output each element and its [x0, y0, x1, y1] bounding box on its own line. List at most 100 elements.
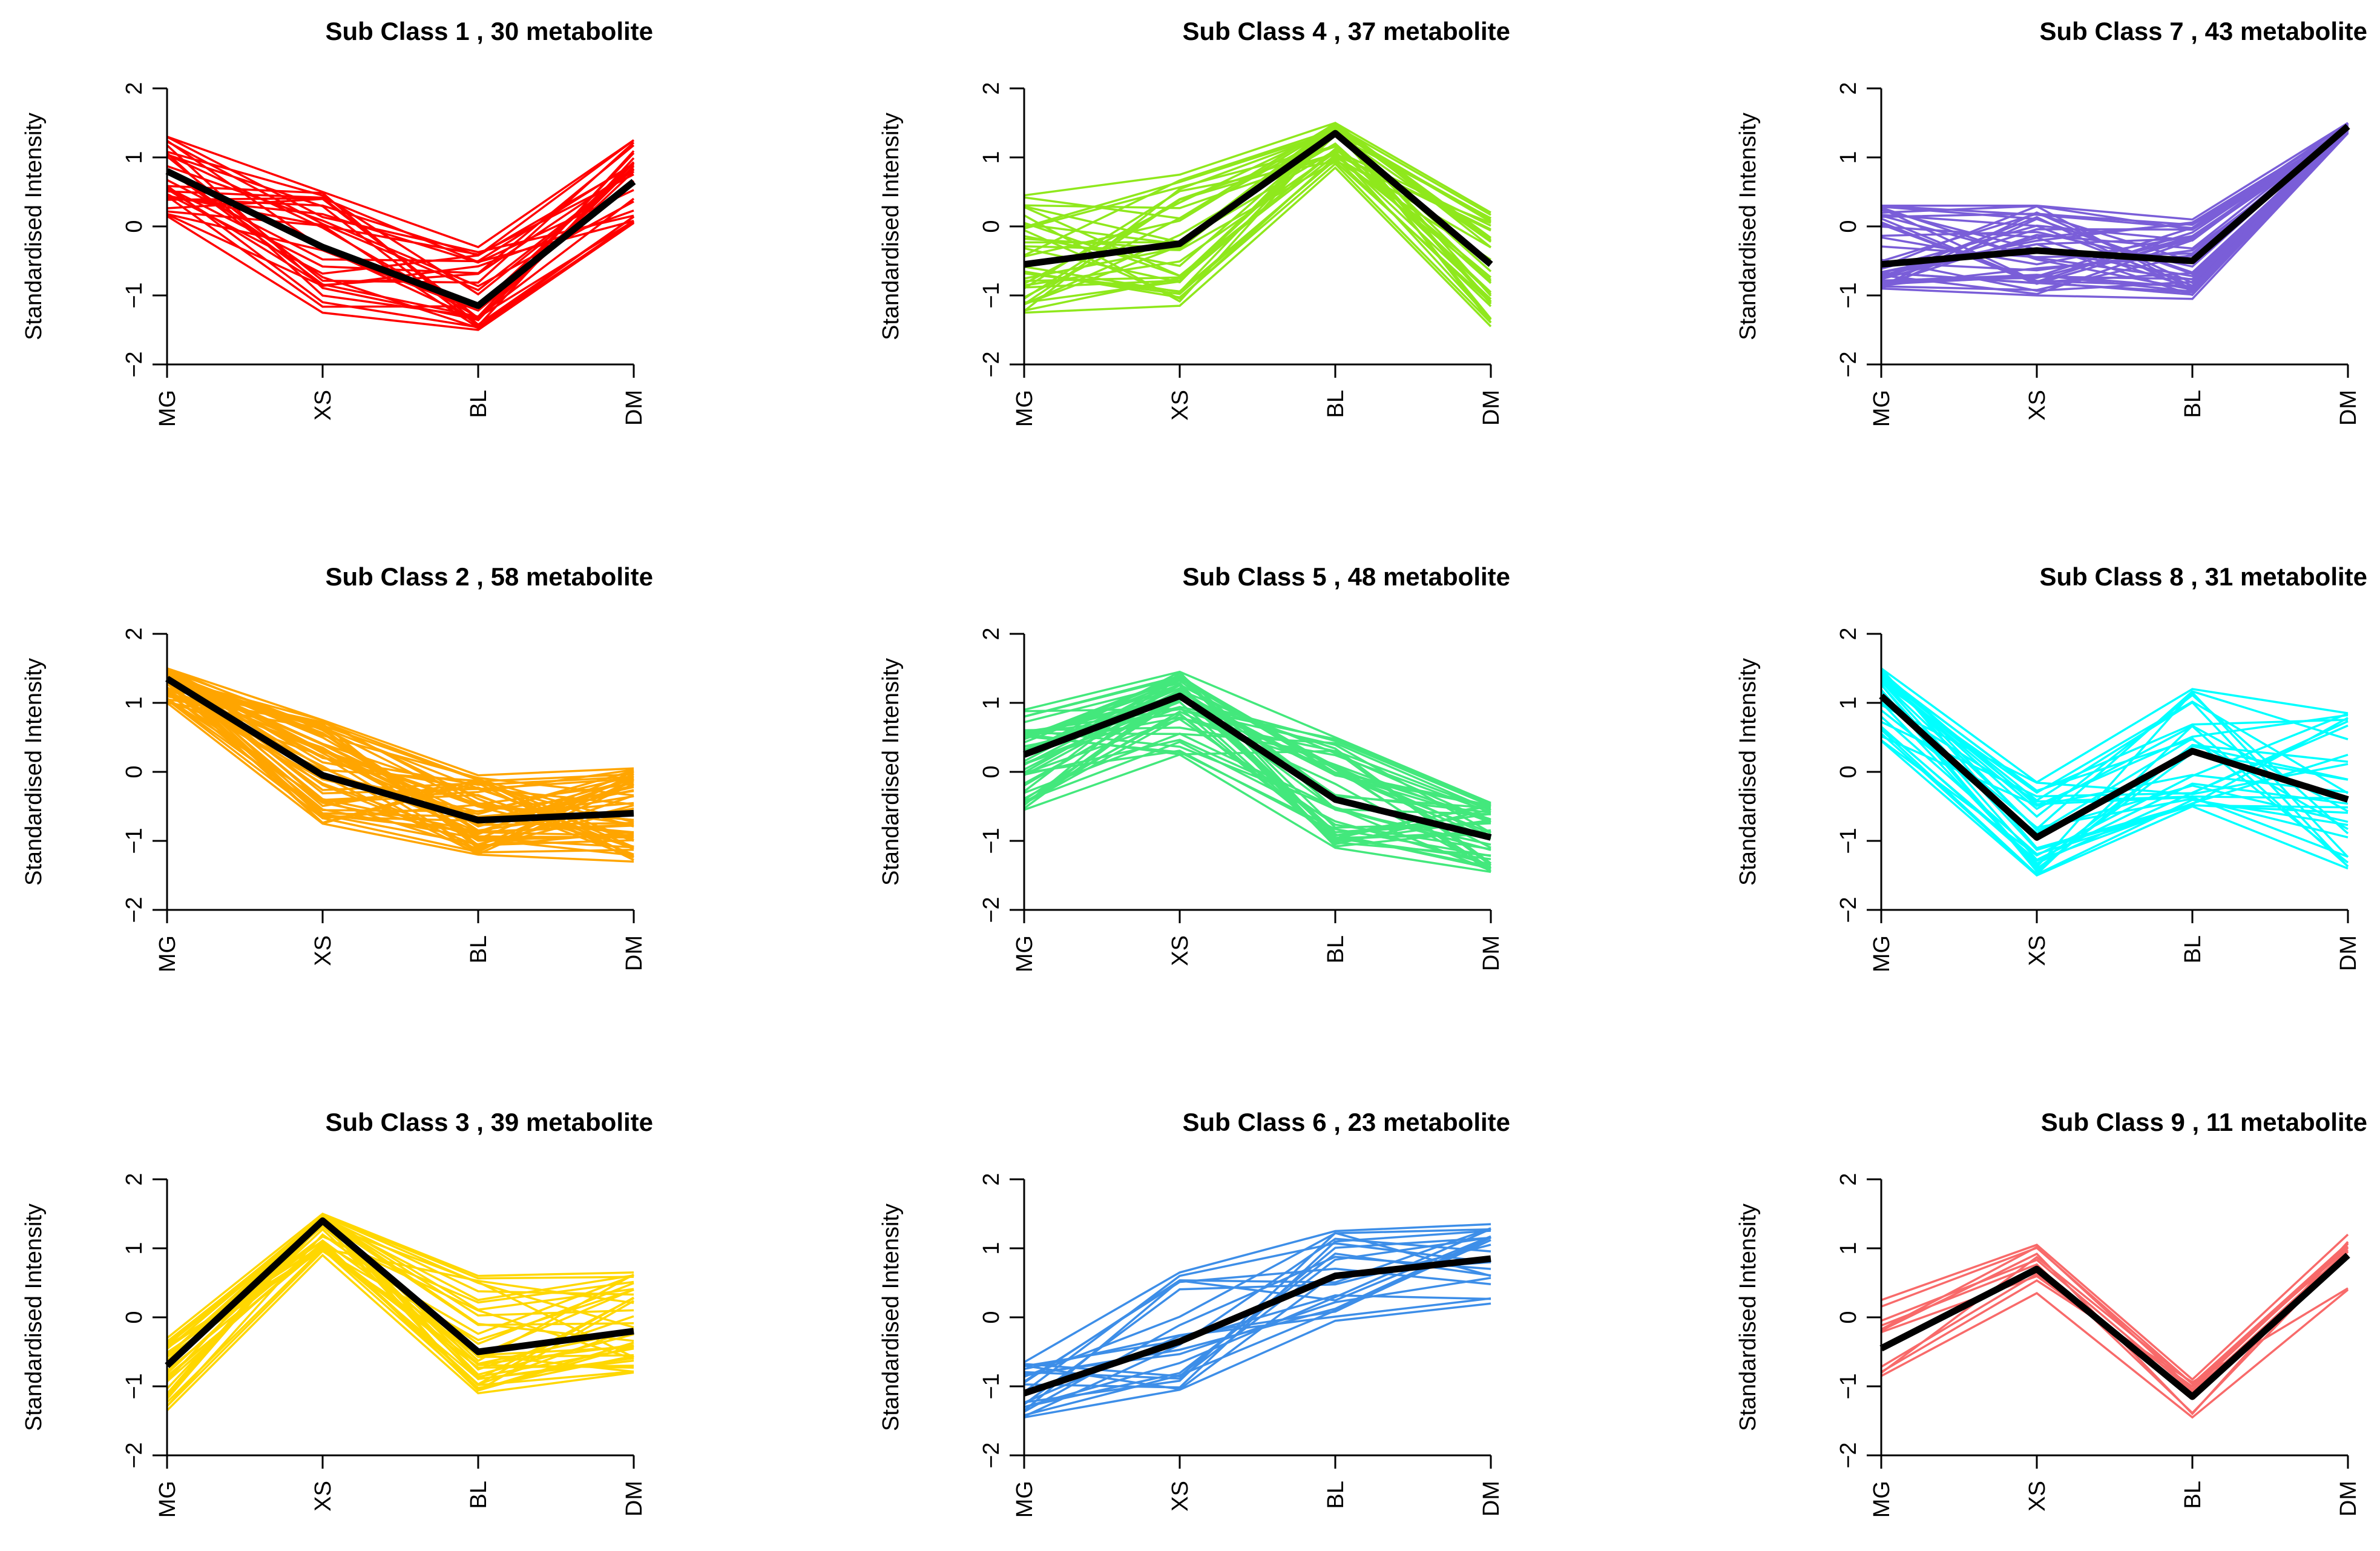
y-tick-label: −1	[1836, 1373, 1861, 1399]
y-tick-label: −1	[122, 282, 147, 308]
x-tick-label: MG	[1869, 390, 1895, 427]
metabolite-line	[1024, 1223, 1491, 1363]
metabolite-line	[1023, 1242, 1491, 1393]
y-tick-label: 0	[122, 1311, 147, 1323]
x-tick-label: DM	[1479, 935, 1504, 971]
y-tick-label: 1	[979, 151, 1004, 163]
x-tick-label: DM	[622, 935, 647, 971]
y-tick-label: −2	[979, 897, 1004, 923]
panel-subclass-5: Sub Class 5 , 48 metabolite Standardised …	[878, 562, 1510, 972]
y-tick-label: −2	[1836, 897, 1861, 923]
y-tick-label: 1	[122, 1242, 147, 1254]
mean-line	[1881, 123, 2350, 268]
metabolite-line	[1881, 132, 2349, 300]
metabolite-line	[1881, 1233, 2349, 1381]
metabolite-line	[1024, 729, 1491, 872]
y-tick-label: 0	[979, 1311, 1004, 1323]
y-tick-label: 0	[979, 220, 1004, 232]
metabolite-lines	[166, 1212, 634, 1412]
x-tick-label: BL	[1323, 1481, 1349, 1509]
x-tick-label: MG	[155, 1481, 180, 1518]
metabolite-lines	[166, 667, 634, 863]
x-tick-label: DM	[2336, 390, 2361, 426]
panel-subclass-1: Sub Class 1 , 30 metabolite Standardised …	[21, 17, 653, 427]
y-tick-label: −1	[979, 828, 1004, 854]
x-tick-label: BL	[2180, 390, 2206, 418]
metabolite-line	[1024, 1236, 1491, 1380]
metabolite-line	[166, 139, 635, 275]
metabolite-line	[166, 697, 634, 851]
y-tick-label: 0	[1836, 765, 1861, 778]
metabolite-line	[1881, 124, 2349, 295]
x-tick-label: XS	[2025, 935, 2050, 966]
panel-title: Sub Class 5 , 48 metabolite	[1182, 562, 1510, 591]
metabolite-line	[166, 151, 635, 296]
y-tick-label: 0	[1836, 220, 1861, 232]
x-tick-label: XS	[1168, 935, 1193, 966]
metabolite-line	[1881, 130, 2349, 229]
x-tick-label: DM	[2336, 935, 2361, 971]
x-tick-label: XS	[311, 935, 336, 966]
x-tick-label: BL	[466, 390, 491, 418]
y-tick-label: −1	[122, 828, 147, 854]
metabolite-line	[1880, 740, 2349, 877]
metabolite-line	[166, 168, 634, 329]
y-tick-label: 1	[1836, 696, 1861, 709]
x-tick-label: XS	[1168, 390, 1193, 421]
x-tick-label: BL	[1323, 390, 1349, 418]
y-tick-label: −2	[122, 897, 147, 923]
x-tick-label: MG	[1012, 935, 1037, 972]
metabolite-line	[1024, 151, 1492, 300]
metabolite-line	[1024, 670, 1491, 804]
panel-title: Sub Class 9 , 11 metabolite	[2041, 1108, 2367, 1136]
y-tick-label: 1	[979, 1242, 1004, 1254]
metabolite-line	[1880, 672, 2349, 832]
metabolite-line	[166, 215, 634, 331]
metabolite-line	[166, 163, 634, 257]
y-tick-label: 2	[979, 1173, 1004, 1185]
metabolite-line	[1880, 667, 2349, 784]
y-tick-label: −2	[122, 1442, 147, 1468]
y-tick-label: −1	[979, 282, 1004, 308]
x-tick-label: MG	[1869, 1481, 1895, 1518]
x-tick-label: MG	[1012, 1481, 1037, 1518]
x-tick-label: BL	[2180, 935, 2206, 963]
y-tick-label: −2	[122, 351, 147, 377]
metabolite-line	[1024, 1230, 1491, 1389]
metabolite-line	[166, 1216, 634, 1350]
metabolite-line	[166, 676, 634, 786]
metabolite-line	[1024, 122, 1491, 214]
metabolite-line	[166, 136, 634, 249]
y-axis-label: Standardised Intensity	[21, 658, 47, 886]
y-tick-label: 1	[122, 151, 147, 163]
metabolite-line	[1881, 1289, 2349, 1419]
metabolite-line	[166, 1217, 634, 1357]
panel-subclass-9: Sub Class 9 , 11 metabolite Standardised …	[1735, 1108, 2367, 1518]
y-axis-label: Standardised Intensity	[1735, 658, 1761, 886]
x-tick-label: MG	[155, 935, 180, 972]
metabolite-lines	[1880, 667, 2349, 877]
metabolite-lines	[1023, 670, 1492, 874]
metabolite-lines	[1023, 122, 1492, 328]
y-tick-label: −1	[979, 1373, 1004, 1399]
x-tick-label: XS	[311, 390, 336, 421]
x-tick-label: DM	[1479, 390, 1504, 426]
metabolite-line	[1024, 1236, 1491, 1371]
metabolite-line	[1880, 724, 2349, 876]
metabolite-line	[1881, 704, 2349, 795]
metabolite-line	[1881, 122, 2349, 221]
x-tick-label: BL	[466, 1481, 491, 1509]
metabolite-line	[1024, 130, 1492, 283]
y-tick-label: 1	[979, 696, 1004, 709]
x-tick-label: BL	[2180, 1481, 2206, 1509]
metabolite-line	[1024, 697, 1492, 864]
mean-line	[1024, 130, 1493, 268]
metabolite-line	[1024, 1302, 1491, 1419]
metabolite-line	[1024, 166, 1492, 328]
x-tick-label: MG	[155, 390, 180, 427]
metabolite-lines	[1880, 1233, 2349, 1419]
x-tick-label: XS	[2025, 1481, 2050, 1512]
metabolite-line	[1880, 670, 2349, 807]
y-tick-label: 2	[979, 82, 1004, 94]
